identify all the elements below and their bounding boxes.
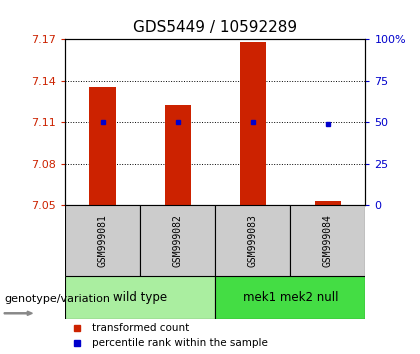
Bar [240, 42, 266, 205]
Bar [65, 205, 140, 276]
Text: GSM999084: GSM999084 [323, 214, 333, 267]
Bar [290, 205, 365, 276]
Bar [140, 205, 215, 276]
Text: GSM999081: GSM999081 [97, 214, 108, 267]
Text: GSM999082: GSM999082 [173, 214, 183, 267]
Text: genotype/variation: genotype/variation [4, 294, 110, 304]
Bar [65, 276, 215, 319]
Bar [215, 205, 290, 276]
Bar [315, 201, 341, 205]
Title: GDS5449 / 10592289: GDS5449 / 10592289 [133, 20, 297, 35]
Text: wild type: wild type [113, 291, 167, 304]
Text: transformed count: transformed count [92, 322, 189, 332]
Bar [215, 276, 365, 319]
Text: GSM999083: GSM999083 [248, 214, 258, 267]
Text: percentile rank within the sample: percentile rank within the sample [92, 338, 268, 348]
Text: mek1 mek2 null: mek1 mek2 null [243, 291, 338, 304]
Bar [165, 105, 191, 205]
Bar [89, 87, 116, 205]
